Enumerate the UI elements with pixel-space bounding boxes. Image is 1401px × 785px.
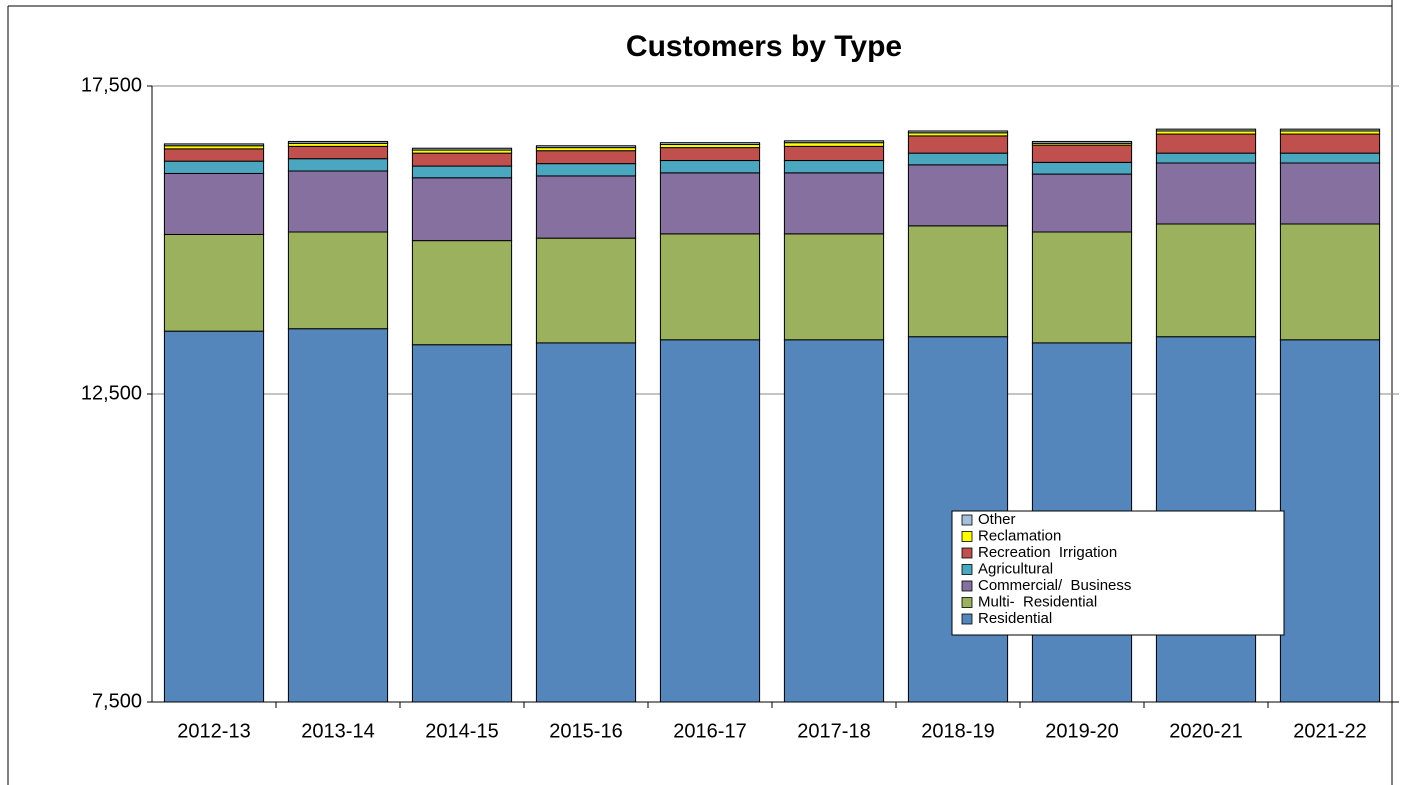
- legend-label: Reclamation: [978, 527, 1061, 544]
- bar-segment: [659, 233, 761, 341]
- x-tick-label: 2016-17: [673, 720, 746, 742]
- bar-segment: [659, 339, 761, 703]
- bar-segment: [1279, 152, 1381, 164]
- legend-swatch: [961, 580, 973, 592]
- bar-segment: [163, 148, 265, 162]
- bar-segment: [1155, 133, 1257, 154]
- bar-segment: [411, 147, 513, 151]
- bar-segment: [163, 330, 265, 703]
- bar-segment: [1031, 144, 1133, 163]
- x-tick-label: 2019-20: [1045, 720, 1118, 742]
- bar-segment: [535, 145, 637, 149]
- bar-segment: [783, 160, 885, 174]
- legend-box: [951, 510, 1285, 636]
- bar-segment: [535, 342, 637, 703]
- legend-label: Recreation Irrigation: [978, 544, 1117, 561]
- bar-segment: [1155, 162, 1257, 225]
- legend-label: Residential: [978, 610, 1052, 627]
- bar-segment: [783, 339, 885, 703]
- bar-segment: [287, 328, 389, 703]
- bar-segment: [1155, 128, 1257, 132]
- x-tick-label: 2014-15: [425, 720, 498, 742]
- bar-segment: [1279, 339, 1381, 703]
- bar-segment: [535, 150, 637, 165]
- legend-swatch: [961, 564, 973, 575]
- bar-segment: [1155, 152, 1257, 164]
- bar-segment: [411, 165, 513, 179]
- bar-segment: [287, 231, 389, 330]
- bar-segment: [907, 164, 1009, 227]
- legend-swatch: [961, 514, 973, 526]
- bar-segment: [1279, 223, 1381, 341]
- bar-segment: [163, 143, 265, 147]
- bar-segment: [783, 145, 885, 162]
- bar-segment: [783, 172, 885, 235]
- bar-segment: [535, 175, 637, 239]
- x-tick-label: 2020-21: [1169, 720, 1242, 742]
- bar-segment: [1031, 161, 1133, 175]
- bar-segment: [659, 142, 761, 146]
- x-tick-label: 2013-14: [301, 720, 374, 742]
- bar-segment: [287, 170, 389, 233]
- bar-segment: [163, 160, 265, 174]
- legend-label: Other: [978, 511, 1016, 528]
- bar-segment: [535, 237, 637, 344]
- bar-segment: [907, 152, 1009, 166]
- bar-segment: [907, 225, 1009, 338]
- bar-segment: [659, 147, 761, 162]
- legend-swatch: [961, 597, 973, 608]
- bar-segment: [411, 177, 513, 242]
- x-tick-label: 2015-16: [549, 720, 622, 742]
- bar-segment: [411, 152, 513, 167]
- bar-segment: [163, 172, 265, 235]
- bar-segment: [1031, 173, 1133, 233]
- bar-segment: [783, 140, 885, 144]
- x-tick-label: 2018-19: [921, 720, 994, 742]
- bar-segment: [411, 344, 513, 703]
- x-tick-label: 2017-18: [797, 720, 870, 742]
- bar-segment: [287, 145, 389, 160]
- bar-segment: [411, 240, 513, 346]
- x-tick-label: 2012-13: [177, 720, 250, 742]
- bar-segment: [1155, 223, 1257, 338]
- legend-label: Commercial/ Business: [978, 577, 1131, 594]
- legend-swatch: [961, 531, 973, 542]
- bar-segment: [1279, 128, 1381, 132]
- bar-segment: [659, 160, 761, 174]
- bar-segment: [287, 158, 389, 172]
- bar-segment: [1279, 162, 1381, 225]
- bar-segment: [907, 135, 1009, 154]
- legend-label: Agricultural: [978, 560, 1053, 577]
- x-tick-label: 2021-22: [1293, 720, 1366, 742]
- bar-segment: [1031, 231, 1133, 344]
- bar-segment: [287, 140, 389, 144]
- bar-segment: [1031, 140, 1133, 144]
- y-tick-label: 12,500: [81, 382, 142, 404]
- legend-swatch: [961, 613, 973, 625]
- bar-segment: [535, 163, 637, 177]
- legend-label: Multi- Residential: [978, 593, 1097, 610]
- legend-swatch: [961, 547, 973, 559]
- bar-segment: [783, 142, 885, 147]
- bar-segment: [907, 130, 1009, 134]
- chart-title: Customers by Type: [626, 30, 902, 63]
- y-tick-label: 17,500: [81, 74, 142, 96]
- bar-segment: [1279, 133, 1381, 154]
- y-tick-label: 7,500: [92, 690, 142, 712]
- bar-segment: [659, 172, 761, 235]
- bar-segment: [163, 233, 265, 332]
- bar-segment: [783, 233, 885, 341]
